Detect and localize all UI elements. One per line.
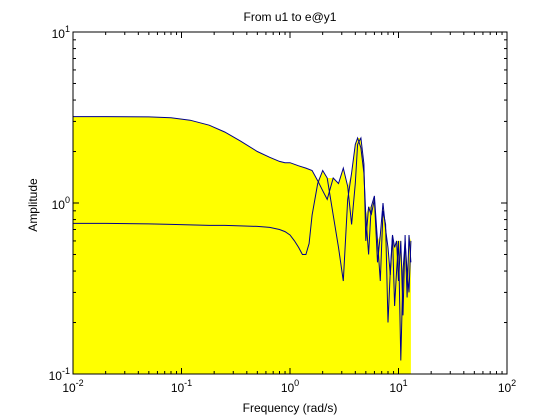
y-axis-title: Amplitude (26, 178, 40, 232)
series-layer (73, 117, 411, 374)
amplitude-band-fill (73, 117, 411, 374)
plot-title: From u1 to e@y1 (244, 10, 337, 24)
x-axis-title: Frequency (rad/s) (243, 401, 338, 415)
